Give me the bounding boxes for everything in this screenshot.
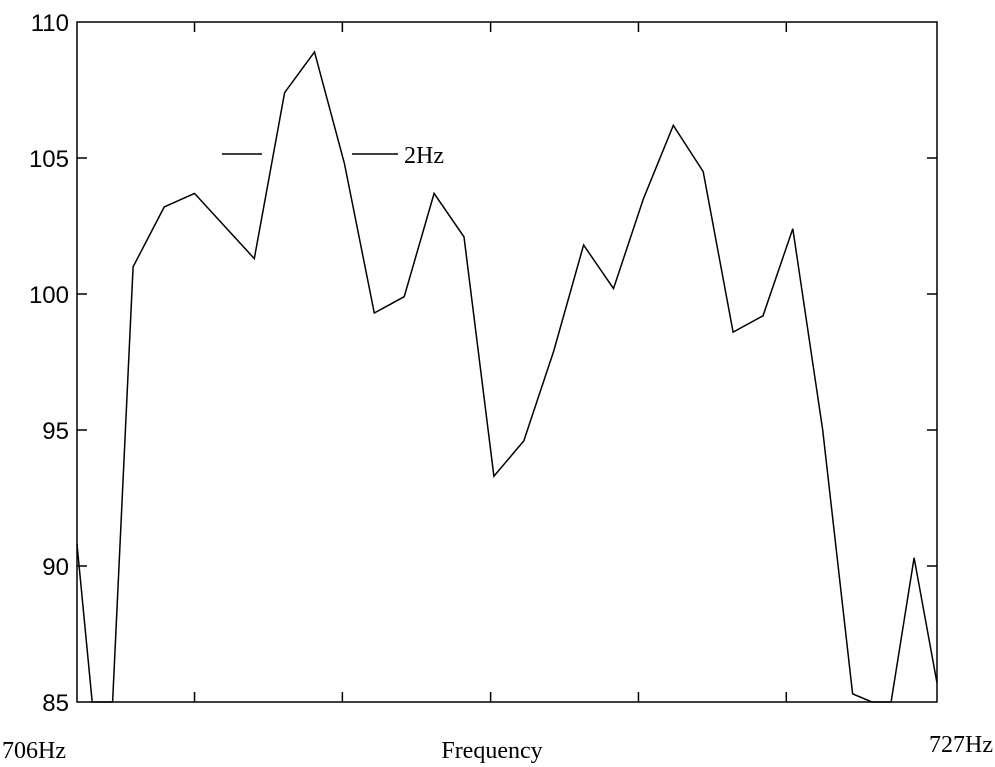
y-tick-label: 90	[42, 554, 69, 581]
y-tick-label: 110	[31, 10, 69, 37]
series-layer	[76, 50, 938, 703]
y-tick-label: 100	[29, 282, 69, 309]
y-tick-label: 85	[42, 690, 69, 717]
plot-border	[76, 21, 938, 703]
y-axis-ticks: 85 90 95 100 105 110	[29, 10, 937, 717]
plot-frame	[76, 21, 938, 703]
x-axis-title: Frequency	[441, 738, 542, 764]
series-line	[76, 50, 938, 703]
y-tick-label: 105	[29, 146, 69, 173]
x-axis-start-label: 706Hz	[2, 738, 66, 764]
legend-label: 2Hz	[404, 143, 444, 169]
x-axis-end-label: 727Hz	[929, 732, 993, 758]
legend: 2Hz	[222, 143, 444, 169]
x-axis-ticks	[193, 22, 788, 702]
y-tick-label: 95	[42, 418, 69, 445]
